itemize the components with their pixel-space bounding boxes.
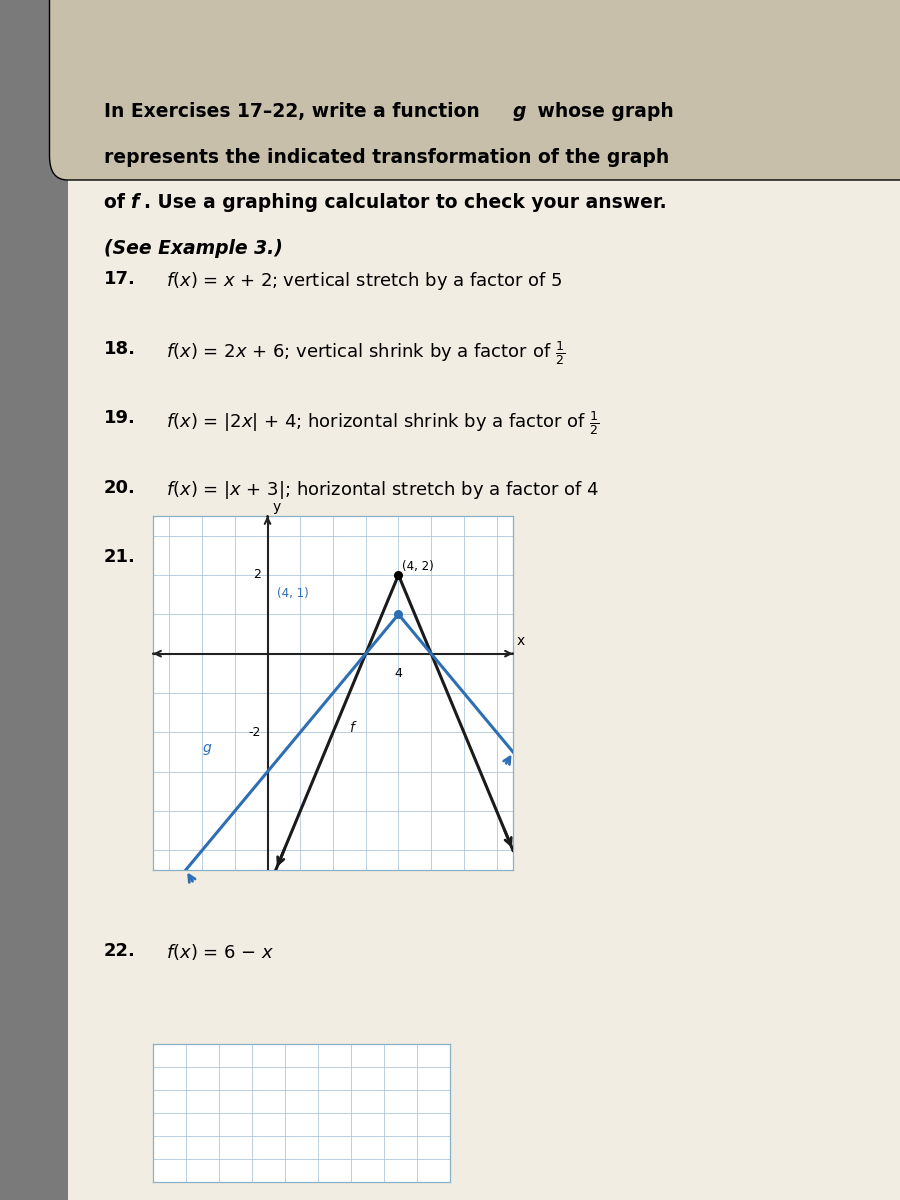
Text: 2: 2 bbox=[253, 569, 261, 582]
Text: g: g bbox=[513, 102, 526, 121]
Text: represents the indicated transformation of the graph: represents the indicated transformation … bbox=[104, 148, 669, 167]
Text: 4: 4 bbox=[394, 667, 402, 680]
Text: $f$($x$) = |$x$ + 3|; horizontal stretch by a factor of 4: $f$($x$) = |$x$ + 3|; horizontal stretch… bbox=[166, 479, 599, 500]
Text: f: f bbox=[349, 721, 355, 736]
Text: f: f bbox=[130, 193, 139, 212]
Text: In Exercises 17–22, write a function: In Exercises 17–22, write a function bbox=[104, 102, 486, 121]
Text: v: v bbox=[266, 1062, 274, 1076]
Text: x: x bbox=[517, 634, 525, 648]
Text: g: g bbox=[202, 740, 211, 755]
Text: (4, 2): (4, 2) bbox=[401, 560, 434, 574]
Text: -2: -2 bbox=[248, 726, 261, 739]
FancyBboxPatch shape bbox=[50, 0, 900, 180]
Text: (See Example 3.): (See Example 3.) bbox=[104, 239, 283, 258]
Text: 22.: 22. bbox=[104, 942, 135, 960]
Text: 20.: 20. bbox=[104, 479, 135, 497]
Text: 17.: 17. bbox=[104, 270, 135, 288]
Text: $f$($x$) = 6 $-$ $x$: $f$($x$) = 6 $-$ $x$ bbox=[166, 942, 274, 962]
Text: y: y bbox=[273, 500, 281, 514]
Text: . Use a graphing calculator to check your answer.: . Use a graphing calculator to check you… bbox=[144, 193, 667, 212]
Text: $f$($x$) = $x$ + 2; vertical stretch by a factor of 5: $f$($x$) = $x$ + 2; vertical stretch by … bbox=[166, 270, 563, 292]
Text: 18.: 18. bbox=[104, 340, 136, 358]
Text: $f$($x$) = 2$x$ + 6; vertical shrink by a factor of $\frac{1}{2}$: $f$($x$) = 2$x$ + 6; vertical shrink by … bbox=[166, 340, 565, 367]
Text: whose graph: whose graph bbox=[531, 102, 674, 121]
Text: (4, 1): (4, 1) bbox=[277, 587, 309, 600]
Text: 21.: 21. bbox=[104, 548, 135, 566]
Bar bbox=[0, 0, 68, 1200]
Text: 19.: 19. bbox=[104, 409, 135, 427]
Text: $f$($x$) = $-$2|$x$ $-$ 4| + 2: $f$($x$) = $-$2|$x$ $-$ 4| + 2 bbox=[166, 548, 349, 570]
Text: M: M bbox=[207, 1062, 219, 1076]
Text: of: of bbox=[104, 193, 130, 212]
Text: $f$($x$) = |2$x$| + 4; horizontal shrink by a factor of $\frac{1}{2}$: $f$($x$) = |2$x$| + 4; horizontal shrink… bbox=[166, 409, 600, 437]
